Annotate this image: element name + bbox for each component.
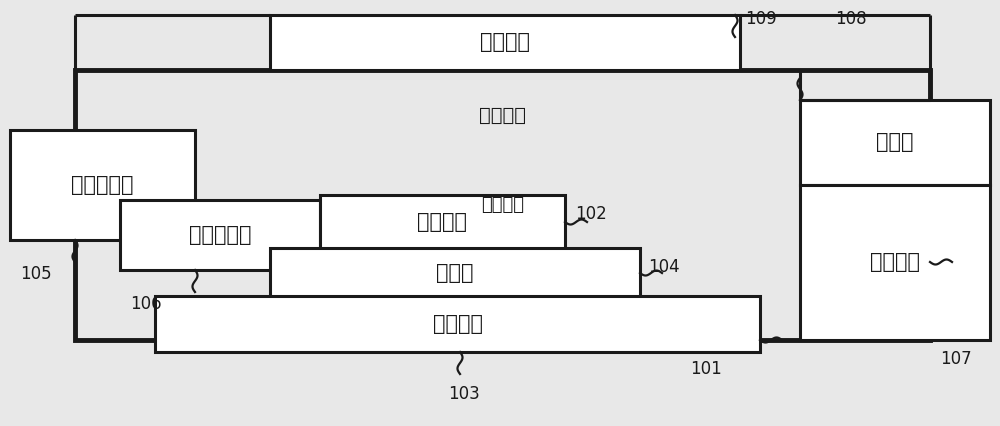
- Text: 102: 102: [575, 205, 607, 223]
- Text: 108: 108: [835, 10, 867, 28]
- Bar: [270, 248, 640, 298]
- Text: 106: 106: [130, 295, 162, 313]
- Text: 真空外壳: 真空外壳: [479, 106, 526, 124]
- Bar: [75, 70, 930, 340]
- Text: 103: 103: [448, 385, 480, 403]
- Text: 101: 101: [690, 360, 722, 378]
- Text: 内部连接器: 内部连接器: [189, 225, 251, 245]
- Text: 109: 109: [745, 10, 777, 28]
- Bar: [10, 130, 195, 240]
- Text: 105: 105: [20, 265, 52, 283]
- Bar: [270, 15, 740, 70]
- Text: 排空通道: 排空通道: [870, 253, 920, 273]
- Bar: [800, 100, 990, 185]
- Text: 样品基座: 样品基座: [418, 213, 468, 233]
- Bar: [120, 200, 320, 270]
- Text: 真空外壳: 真空外壳: [481, 196, 524, 214]
- Text: 104: 104: [648, 258, 680, 276]
- Bar: [320, 195, 565, 250]
- Text: 制冷附件: 制冷附件: [432, 314, 482, 334]
- Text: 关闭阀: 关闭阀: [876, 132, 914, 153]
- Text: 处理附件: 处理附件: [480, 32, 530, 52]
- Text: 气密连接器: 气密连接器: [71, 175, 134, 195]
- Text: 107: 107: [940, 350, 972, 368]
- Bar: [155, 296, 760, 352]
- Bar: [800, 185, 990, 340]
- Text: 热连接: 热连接: [436, 263, 474, 283]
